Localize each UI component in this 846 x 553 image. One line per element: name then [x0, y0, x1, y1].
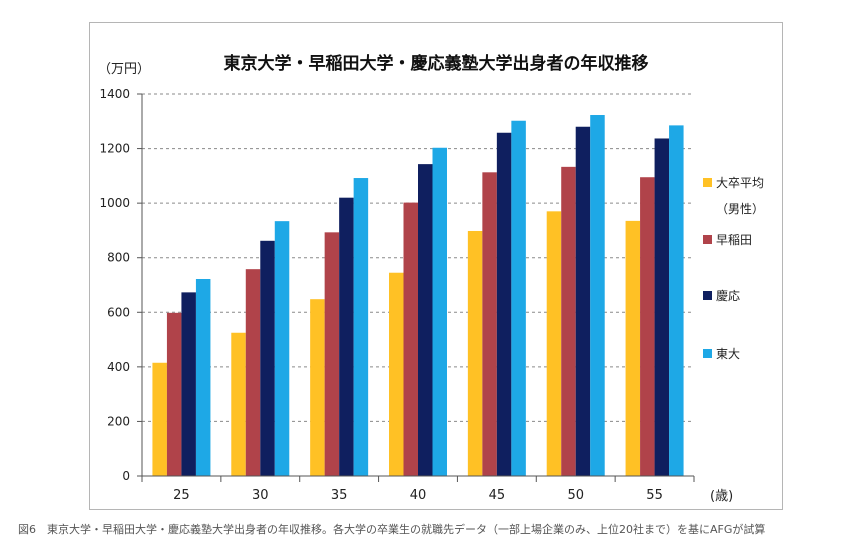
- bar: [166, 312, 182, 476]
- bar: [260, 240, 275, 476]
- y-tick-label: 1000: [99, 196, 130, 210]
- y-tick-label: 200: [107, 414, 130, 428]
- x-tick-label: 25: [173, 488, 190, 503]
- bar: [432, 147, 447, 476]
- chart-title: 東京大学・早稲田大学・慶応義塾大学出身者の年収推移: [224, 53, 649, 74]
- bar: [575, 126, 591, 476]
- legend-swatch: [703, 235, 712, 244]
- bar: [324, 232, 340, 476]
- bar: [496, 132, 512, 476]
- figure-caption: 図6 東京大学・早稲田大学・慶応義塾大学出身者の年収推移。各大学の卒業生の就職先…: [18, 523, 766, 536]
- legend-label: 早稲田: [716, 233, 752, 247]
- bar: [195, 278, 211, 476]
- bar: [310, 299, 325, 476]
- bar: [339, 197, 354, 476]
- legend-label: 東大: [716, 347, 740, 361]
- bar: [561, 166, 576, 477]
- bar: [625, 220, 641, 476]
- x-tick-label: 55: [646, 488, 663, 503]
- bar: [389, 272, 404, 476]
- bar: [511, 120, 526, 477]
- y-tick-label: 600: [107, 305, 130, 319]
- bar: [467, 230, 483, 476]
- legend-swatch: [703, 178, 712, 187]
- x-tick-label: 40: [410, 488, 427, 503]
- y-axis-unit-label: （万円）: [98, 62, 150, 77]
- legend-swatch: [703, 291, 712, 300]
- y-tick-label: 0: [122, 469, 130, 483]
- bar: [181, 292, 196, 476]
- bar: [418, 164, 433, 477]
- chart-canvas: 東京大学・早稲田大学・慶応義塾大学出身者の年収推移 （万円） (歳) 0 200 4…: [98, 53, 764, 504]
- x-tick-label: 45: [489, 488, 506, 503]
- legend-label: （男性）: [716, 202, 764, 216]
- x-axis-unit-label: (歳): [710, 489, 733, 504]
- bar: [482, 172, 497, 476]
- bar: [590, 115, 605, 476]
- bar: [546, 211, 562, 477]
- bar: [353, 178, 369, 477]
- bar: [274, 221, 290, 476]
- chart-frame: 東京大学・早稲田大学・慶応義塾大学出身者の年収推移 （万円） (歳) 0 200 4…: [89, 22, 783, 510]
- legend-label: 慶応: [716, 289, 740, 303]
- axes: 0 200 400 600 800 1000 1200 1400 25 30 35 40 45 50 55: [99, 87, 695, 503]
- legend-label: 大卒平均: [716, 176, 764, 190]
- x-tick-label: 35: [331, 488, 348, 503]
- bar: [640, 177, 655, 476]
- bars: [152, 115, 684, 477]
- bar: [245, 269, 261, 476]
- x-tick-label: 50: [567, 488, 584, 503]
- bar: [152, 362, 167, 476]
- y-tick-label: 1200: [99, 142, 130, 156]
- bar: [403, 202, 418, 476]
- bar: [231, 332, 246, 476]
- bar: [669, 125, 684, 476]
- legend-swatch: [703, 349, 712, 358]
- bar: [654, 138, 670, 476]
- y-tick-label: 800: [107, 251, 130, 265]
- y-tick-label: 1400: [99, 87, 130, 101]
- y-tick-label: 400: [107, 360, 130, 374]
- x-tick-label: 30: [252, 488, 269, 503]
